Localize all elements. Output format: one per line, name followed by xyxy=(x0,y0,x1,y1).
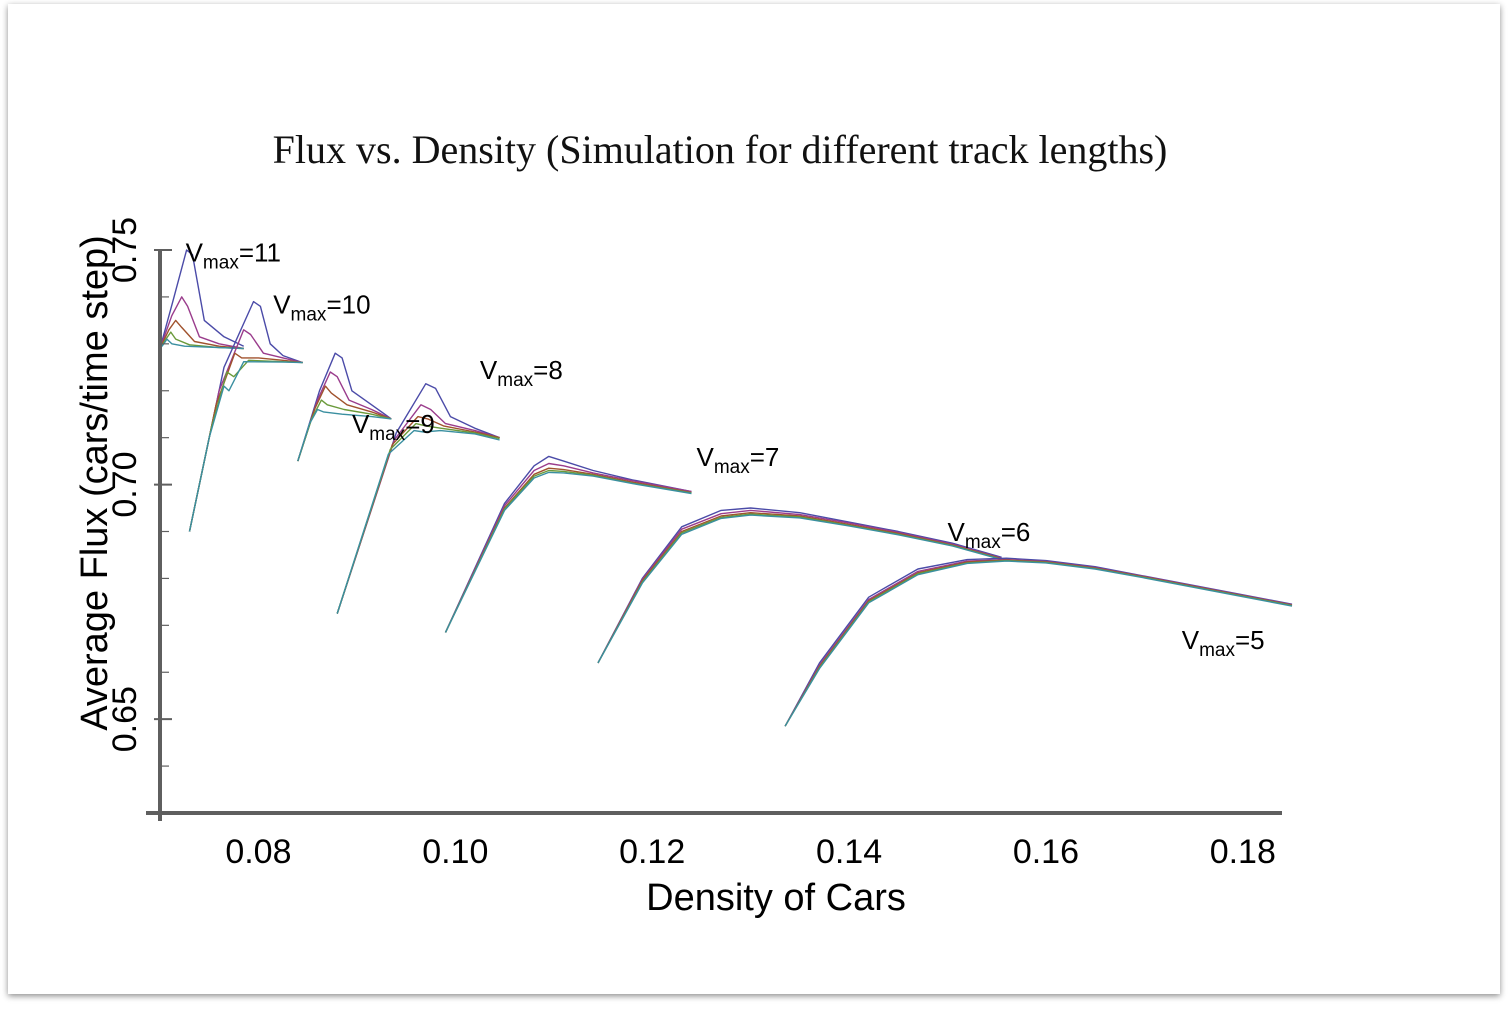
series-line xyxy=(444,471,692,633)
series-line xyxy=(159,249,245,349)
series-label: Vmax=8 xyxy=(480,355,563,391)
series-line xyxy=(597,512,1002,664)
series-label: Vmax=9 xyxy=(352,409,435,445)
series-line xyxy=(188,361,303,532)
series-line xyxy=(297,385,392,462)
x-tick-label: 0.18 xyxy=(1210,833,1276,871)
series-line xyxy=(297,408,392,462)
series-line xyxy=(597,513,1002,664)
series-group xyxy=(784,557,1293,727)
chart-frame xyxy=(8,4,1500,994)
y-tick-label: 0.70 xyxy=(106,451,144,517)
series-line xyxy=(188,359,303,532)
series-group xyxy=(188,300,303,532)
series-line xyxy=(336,422,500,614)
series-label: Vmax=6 xyxy=(947,517,1030,553)
chart-title: Flux vs. Density (Simulation for differe… xyxy=(272,127,1168,172)
series-group xyxy=(297,352,392,462)
series-group xyxy=(336,383,500,614)
series-line xyxy=(159,319,244,350)
axes-layer xyxy=(146,250,1282,821)
series-line xyxy=(336,415,500,614)
series-group xyxy=(597,507,1002,664)
series-label: Vmax=11 xyxy=(186,238,281,274)
series-line xyxy=(297,371,392,462)
series-line xyxy=(784,560,1293,727)
y-tick-label: 0.65 xyxy=(106,686,144,752)
series-line xyxy=(188,352,303,532)
series-line xyxy=(159,296,244,350)
series-line xyxy=(444,467,692,633)
series-line xyxy=(188,329,303,532)
ticks-layer: 0.65 0.70 0.75 0.08 0.10 0.12 0.14 0.16 0.18 xyxy=(106,217,1276,871)
series-line xyxy=(597,509,1002,664)
series-label: Vmax=10 xyxy=(273,289,370,325)
series-line xyxy=(336,404,500,614)
series-line xyxy=(336,383,500,614)
series-group xyxy=(444,455,692,633)
series-label: Vmax=5 xyxy=(1182,625,1265,661)
y-axis-label: Average Flux (cars/time step) xyxy=(74,235,116,731)
series-line xyxy=(597,507,1002,664)
series-line xyxy=(444,462,692,633)
series-line xyxy=(297,352,392,462)
x-tick-label: 0.16 xyxy=(1013,833,1079,871)
x-axis-label: Density of Cars xyxy=(646,877,906,919)
x-tick-label: 0.08 xyxy=(225,833,291,871)
series-labels-layer: Vmax=11 Vmax=10 Vmax=9 Vmax=8 Vmax=7 Vmax=6 Vm… xyxy=(186,238,1265,661)
series-line xyxy=(597,514,1002,664)
series-layer xyxy=(159,249,1293,727)
series-line xyxy=(444,455,692,633)
series-label: Vmax=7 xyxy=(696,442,779,478)
x-tick-label: 0.12 xyxy=(619,833,685,871)
y-tick-label: 0.75 xyxy=(106,217,144,283)
x-tick-label: 0.10 xyxy=(422,833,488,871)
x-tick-label: 0.14 xyxy=(816,833,882,871)
series-line xyxy=(188,300,303,532)
series-line xyxy=(336,429,500,614)
